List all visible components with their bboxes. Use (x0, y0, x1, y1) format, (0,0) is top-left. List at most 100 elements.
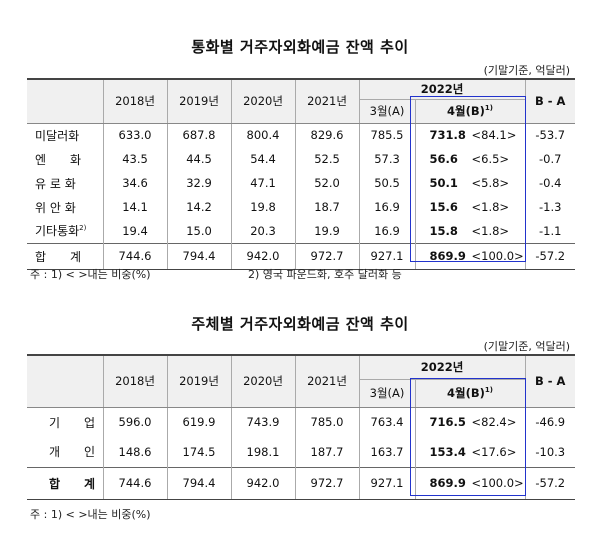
table1-title: 통화별 거주자외화예금 잔액 추이 (191, 38, 409, 56)
diff-cell: -0.7 (524, 147, 575, 171)
table1-unit: (기말기준, 억달러) (483, 64, 570, 77)
april-cell: 869.9 <100.0> (414, 242, 525, 270)
april-value: 869.9 (429, 476, 466, 490)
value-cell: 785.5 (358, 123, 415, 147)
value-cell: 14.1 (102, 195, 167, 219)
value-cell: 743.9 (230, 407, 295, 437)
table2-col-2018: 2018년 (102, 355, 167, 408)
row-label-text: 합 계 (35, 249, 82, 264)
april-value: 716.5 (429, 415, 466, 430)
row-label: 유 로 화 (27, 171, 103, 195)
value-cell: 174.5 (166, 437, 231, 467)
table1-col-2021: 2021년 (294, 79, 359, 124)
share-value: <1.8> (471, 223, 510, 238)
value-cell: 52.0 (294, 171, 359, 195)
table-row: 엔 화 43.5 44.5 54.4 52.5 57.3 56.6 <6.5> -0.7 (27, 147, 575, 171)
value-cell: 942.0 (230, 242, 295, 270)
diff-cell: -1.3 (524, 195, 575, 219)
table2-col-march: 3월(A) (358, 379, 415, 408)
row-label-text: 합 계 (49, 476, 96, 491)
table2-note1: 주 : 1) < >내는 비중(%) (30, 508, 151, 521)
value-cell: 763.4 (358, 407, 415, 437)
april-value: 50.1 (429, 176, 458, 190)
table2-col-2020: 2020년 (230, 355, 295, 408)
table1-col-2020: 2020년 (230, 79, 295, 124)
row-label: 위 안 화 (27, 195, 103, 219)
table-row: 기타통화2) 19.4 15.0 20.3 19.9 16.9 15.8 <1.8> -1.1 (27, 219, 575, 243)
value-cell: 148.6 (102, 437, 167, 467)
april-cell: 56.6 <6.5> (414, 147, 525, 171)
table1-note2: 2) 영국 파운드화, 호주 달러화 등 (248, 268, 402, 281)
table2: 2018년 2019년 2020년 2021년 2022년 B - A 3월(A… (27, 354, 575, 500)
table1-col-april: 4월(B)1) (414, 99, 525, 124)
value-cell: 800.4 (230, 123, 295, 147)
value-cell: 972.7 (294, 242, 359, 270)
table1-col-2022: 2022년 (358, 79, 525, 100)
value-cell: 52.5 (294, 147, 359, 171)
table1-note1: 주 : 1) < >내는 비중(%) (30, 268, 151, 281)
value-cell: 972.7 (294, 466, 359, 500)
april-cell: 15.8 <1.8> (414, 219, 525, 243)
share-value: <17.6> (471, 444, 517, 459)
table-row: 개 인 148.6 174.5 198.1 187.7 163.7 153.4 <17.6> -… (27, 437, 575, 467)
value-cell: 619.9 (166, 407, 231, 437)
row-label-text: 개 인 (49, 445, 96, 460)
row-label: 합 계 (27, 466, 103, 500)
table2-unit: (기말기준, 억달러) (483, 340, 570, 353)
value-cell: 34.6 (102, 171, 167, 195)
share-value: <100.0> (471, 249, 524, 263)
value-cell: 927.1 (358, 466, 415, 500)
table-row: 위 안 화 14.1 14.2 19.8 18.7 16.9 15.6 <1.8> -1.3 (27, 195, 575, 219)
april-cell: 716.5 <82.4> (414, 407, 525, 437)
row-label-text: 유 로 화 (35, 176, 76, 191)
row-label-text: 기타통화 (35, 224, 80, 239)
april-value: 56.6 (429, 152, 458, 166)
row-label: 엔 화 (27, 147, 103, 171)
table-total-row: 합 계 744.6 794.4 942.0 972.7 927.1 869.9 <100.0>… (27, 466, 575, 500)
table-row: 미달러화 633.0 687.8 800.4 829.6 785.5 731.8 <84.1>… (27, 123, 575, 147)
table2-col-2022: 2022년 (358, 355, 525, 380)
row-label-footnote: 2) (79, 224, 87, 233)
diff-cell: -53.7 (524, 123, 575, 147)
value-cell: 794.4 (166, 242, 231, 270)
value-cell: 20.3 (230, 219, 295, 243)
value-cell: 47.1 (230, 171, 295, 195)
table1-corner (27, 79, 103, 124)
value-cell: 18.7 (294, 195, 359, 219)
table-row: 기 업 596.0 619.9 743.9 785.0 763.4 716.5 <82.4> -… (27, 407, 575, 437)
april-value: 869.9 (429, 249, 466, 263)
value-cell: 14.2 (166, 195, 231, 219)
april-cell: 15.6 <1.8> (414, 195, 525, 219)
value-cell: 744.6 (102, 466, 167, 500)
april-cell: 869.9 <100.0> (414, 466, 525, 500)
table2-col-2019: 2019년 (166, 355, 231, 408)
value-cell: 50.5 (358, 171, 415, 195)
share-value: <6.5> (471, 152, 510, 166)
row-label: 합 계 (27, 242, 103, 270)
value-cell: 794.4 (166, 466, 231, 500)
table-total-row: 합 계 744.6 794.4 942.0 972.7 927.1 869.9 <100.0>… (27, 242, 575, 270)
value-cell: 687.8 (166, 123, 231, 147)
april-value: 15.8 (429, 223, 458, 238)
row-label: 기 업 (27, 407, 103, 437)
diff-cell: -57.2 (524, 466, 575, 500)
value-cell: 44.5 (166, 147, 231, 171)
value-cell: 633.0 (102, 123, 167, 147)
table1: 2018년 2019년 2020년 2021년 2022년 B - A 3월(A… (27, 78, 575, 270)
diff-cell: -1.1 (524, 219, 575, 243)
value-cell: 187.7 (294, 437, 359, 467)
value-cell: 19.8 (230, 195, 295, 219)
april-cell: 153.4 <17.6> (414, 437, 525, 467)
table-row: 유 로 화 34.6 32.9 47.1 52.0 50.5 50.1 <5.8> -0.4 (27, 171, 575, 195)
value-cell: 32.9 (166, 171, 231, 195)
value-cell: 198.1 (230, 437, 295, 467)
diff-cell: -46.9 (524, 407, 575, 437)
share-value: <100.0> (471, 476, 524, 490)
diff-cell: -57.2 (524, 242, 575, 270)
value-cell: 744.6 (102, 242, 167, 270)
value-cell: 43.5 (102, 147, 167, 171)
value-cell: 942.0 (230, 466, 295, 500)
share-value: <5.8> (471, 176, 510, 190)
april-value: 153.4 (429, 444, 466, 459)
table2-col-april: 4월(B)1) (414, 379, 525, 408)
